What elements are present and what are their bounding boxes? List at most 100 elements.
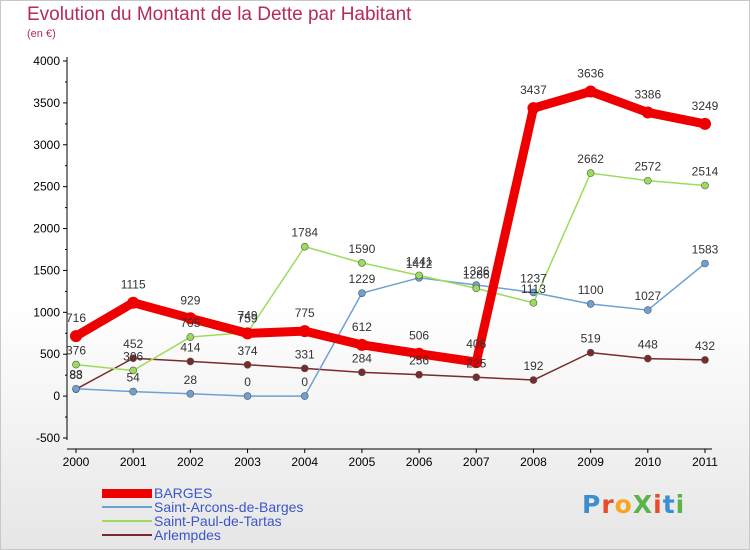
data-point (129, 354, 137, 363)
data-label: 705 (180, 316, 200, 330)
data-label: 1115 (121, 278, 146, 292)
y-tick-label: 3500 (33, 96, 60, 110)
x-tick-label: 2007 (463, 455, 490, 469)
legend-label: Saint-Arcons-de-Barges (154, 499, 304, 515)
data-label: 1412 (406, 257, 433, 271)
data-label: 929 (180, 293, 200, 307)
data-label: 612 (352, 320, 372, 334)
data-label: 284 (352, 351, 372, 365)
data-point (472, 373, 481, 382)
data-label: 88 (69, 368, 83, 382)
data-label: 1441 (406, 254, 433, 268)
data-label: 28 (184, 373, 198, 387)
data-label: 1590 (349, 242, 376, 256)
series-line-Saint-Paul-de-Tartas (75, 172, 706, 372)
data-point (415, 370, 423, 379)
y-tick-label: 4000 (33, 54, 60, 68)
data-point (415, 271, 423, 280)
y-tick-label: 2500 (33, 180, 60, 194)
x-tick-label: 2000 (63, 455, 90, 469)
legend-swatch (102, 534, 152, 536)
data-point (70, 330, 82, 343)
data-label: 1100 (578, 283, 604, 297)
proxiti-logo: ProXiti (582, 490, 685, 519)
y-tick-label: 3000 (33, 138, 60, 152)
data-label: 2514 (692, 164, 719, 178)
data-label: 2572 (634, 160, 661, 174)
data-point (413, 347, 426, 360)
data-label: 331 (295, 347, 315, 361)
data-label: 452 (123, 337, 143, 351)
data-label: 519 (581, 332, 601, 346)
legend-swatch (102, 488, 152, 498)
logo-letter: X (632, 490, 654, 519)
data-label: 749 (238, 308, 258, 322)
data-point (358, 289, 366, 297)
series-line-Saint-Arcons-de-Barges (75, 262, 706, 397)
chart-title: Evolution du Montant de la Dette par Hab… (27, 4, 412, 25)
x-tick-label: 2009 (577, 455, 604, 469)
data-label: 0 (244, 375, 251, 389)
data-label: 306 (123, 349, 143, 363)
data-point (129, 366, 137, 375)
data-point (300, 364, 309, 373)
data-label: 1229 (349, 272, 376, 286)
data-label: 256 (409, 354, 429, 368)
data-label: 0 (301, 375, 308, 389)
data-label: 1286 (463, 267, 490, 281)
x-tick-label: 2006 (406, 455, 433, 469)
data-point (644, 354, 652, 363)
data-point (701, 356, 709, 364)
x-tick-label: 2010 (634, 455, 661, 469)
data-point (527, 102, 540, 115)
data-point (300, 242, 309, 251)
x-tick-label: 2002 (177, 455, 204, 469)
data-label: 2662 (577, 152, 604, 166)
y-tick-label: 1000 (33, 305, 60, 319)
data-label: 1784 (291, 226, 318, 240)
x-tick-label: 2003 (234, 455, 261, 469)
data-point (529, 288, 538, 297)
data-label: 3386 (634, 87, 661, 101)
data-point (644, 306, 652, 314)
data-point (701, 181, 709, 190)
series-line-BARGES (71, 86, 710, 367)
data-label: 1113 (521, 282, 546, 296)
data-label: 376 (66, 344, 86, 358)
x-tick-label: 2011 (692, 455, 718, 469)
legend-label: Saint-Paul-de-Tartas (154, 513, 282, 529)
data-label: 775 (295, 306, 315, 320)
data-point (186, 333, 195, 341)
data-label: 1237 (520, 271, 547, 285)
data-label: 225 (466, 356, 486, 370)
legend-swatch (102, 506, 152, 508)
logo-letter: r (601, 490, 615, 519)
data-label: 1027 (634, 289, 661, 303)
data-label: 432 (695, 339, 715, 353)
data-point (472, 284, 481, 293)
legend-label: BARGES (154, 485, 213, 501)
data-label: 1583 (692, 242, 719, 256)
y-tick-label: 500 (40, 347, 60, 361)
data-point (644, 176, 652, 185)
x-tick-label: 2005 (349, 455, 376, 469)
data-label: 1326 (463, 264, 490, 278)
data-label: 3636 (577, 66, 604, 80)
data-point (358, 368, 366, 377)
data-label: 54 (127, 371, 141, 385)
logo-letter: i (653, 490, 663, 519)
data-point (186, 389, 195, 398)
data-label: 448 (638, 338, 658, 352)
data-point (355, 338, 368, 351)
data-point (586, 300, 595, 308)
data-point (72, 360, 80, 369)
data-point (300, 392, 309, 400)
data-label: 192 (523, 359, 543, 373)
logo-letter: i (675, 490, 686, 519)
data-label: 759 (238, 312, 258, 326)
data-point (186, 357, 195, 366)
data-label: 3437 (520, 83, 547, 97)
data-point (586, 348, 595, 357)
